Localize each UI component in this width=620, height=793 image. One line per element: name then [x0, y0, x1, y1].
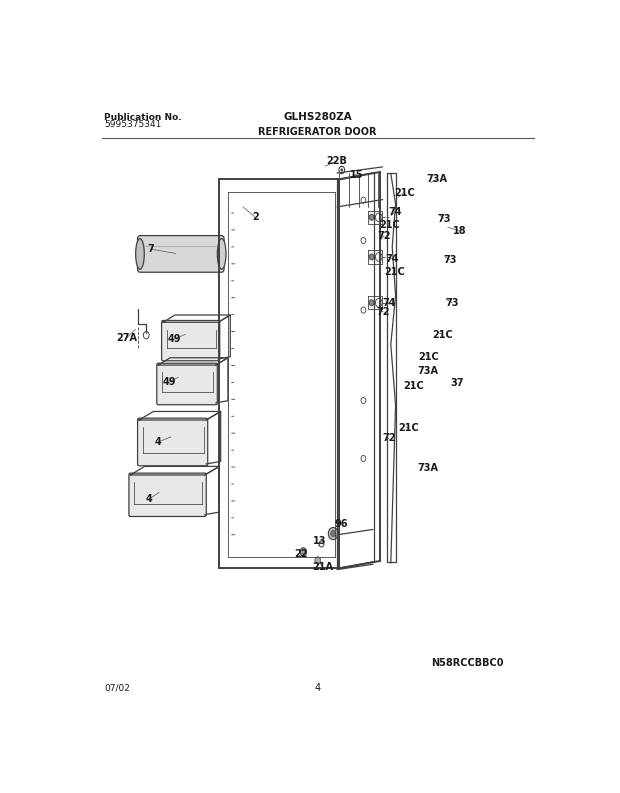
Text: 22: 22 — [294, 550, 308, 559]
FancyBboxPatch shape — [157, 363, 218, 404]
Circle shape — [369, 300, 374, 306]
FancyBboxPatch shape — [162, 320, 219, 361]
Text: 37: 37 — [450, 378, 464, 389]
Text: 73A: 73A — [418, 462, 439, 473]
Text: 2: 2 — [252, 213, 259, 222]
Text: 49: 49 — [168, 335, 181, 344]
Text: 73A: 73A — [427, 174, 448, 185]
Circle shape — [315, 557, 321, 564]
Text: 21C: 21C — [432, 330, 453, 339]
Text: 21C: 21C — [394, 188, 415, 198]
Text: 21C: 21C — [379, 220, 400, 230]
FancyBboxPatch shape — [129, 473, 206, 516]
Circle shape — [341, 169, 343, 171]
Text: 4: 4 — [155, 437, 162, 447]
Text: 5995375341: 5995375341 — [104, 120, 161, 129]
Circle shape — [300, 548, 307, 556]
Text: 18: 18 — [453, 226, 466, 236]
Text: 73A: 73A — [418, 366, 439, 376]
Text: GLHS280ZA: GLHS280ZA — [283, 112, 352, 121]
Text: 21A: 21A — [312, 561, 333, 572]
Text: 7: 7 — [147, 244, 154, 254]
Text: 21C: 21C — [384, 267, 405, 278]
Text: 49: 49 — [163, 377, 177, 387]
Text: 74: 74 — [382, 297, 396, 308]
Text: 13: 13 — [313, 536, 327, 546]
Text: Publication No.: Publication No. — [104, 113, 182, 121]
Text: REFRIGERATOR DOOR: REFRIGERATOR DOOR — [259, 127, 377, 136]
Text: 21C: 21C — [399, 423, 419, 433]
Text: 22B: 22B — [327, 156, 347, 166]
Text: 15: 15 — [350, 170, 363, 179]
Text: 72: 72 — [376, 307, 390, 317]
Text: 73: 73 — [437, 213, 450, 224]
Ellipse shape — [218, 239, 226, 269]
Text: 4: 4 — [145, 494, 152, 504]
Text: 4: 4 — [315, 683, 321, 692]
Text: 73: 73 — [446, 297, 459, 308]
Text: 07/02: 07/02 — [104, 684, 130, 692]
Text: N58RCCBBC0: N58RCCBBC0 — [431, 658, 503, 668]
FancyBboxPatch shape — [138, 418, 208, 465]
Ellipse shape — [136, 239, 144, 269]
Circle shape — [329, 527, 338, 540]
Circle shape — [330, 531, 335, 537]
Text: 27A: 27A — [116, 333, 137, 343]
Text: 74: 74 — [386, 254, 399, 264]
Text: 73: 73 — [443, 255, 457, 265]
Circle shape — [369, 214, 374, 220]
Circle shape — [369, 254, 374, 260]
Text: 21C: 21C — [418, 351, 438, 362]
Text: 72: 72 — [378, 231, 391, 240]
Text: 72: 72 — [382, 433, 396, 443]
Text: 96: 96 — [334, 519, 348, 529]
Text: 74: 74 — [388, 208, 401, 217]
FancyBboxPatch shape — [138, 236, 224, 272]
Text: 21C: 21C — [404, 381, 424, 391]
